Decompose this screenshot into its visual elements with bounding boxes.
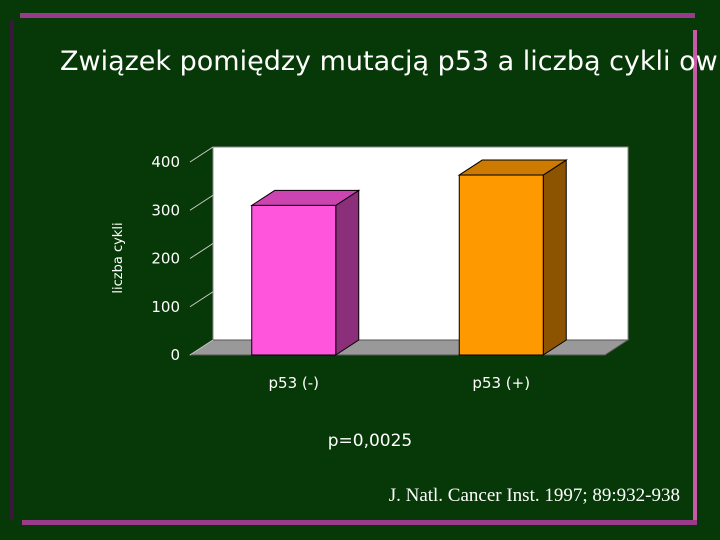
grid-line xyxy=(189,339,214,356)
y-tick-label: 300 xyxy=(151,201,180,219)
y-tick-label: 0 xyxy=(170,346,180,364)
y-tick-label: 400 xyxy=(151,153,180,171)
source: J. Natl. Cancer Inst. 1997; 89:932-938 xyxy=(389,485,680,506)
bar xyxy=(251,204,337,356)
plot: 0 100 200 300 400 p53 (-) p53 (+) xyxy=(151,146,630,392)
bar xyxy=(458,174,544,356)
grid-line xyxy=(189,194,214,211)
x-tick-label: p53 (-) xyxy=(269,374,320,392)
right-border xyxy=(693,30,697,520)
grid-line xyxy=(189,243,214,259)
x-tick-label: p53 (+) xyxy=(472,374,530,392)
grid-line xyxy=(189,146,214,163)
grid-line xyxy=(189,291,214,308)
bottom-border xyxy=(22,520,697,525)
y-tick-label: 200 xyxy=(151,250,180,268)
y-axis-label: liczba cykli xyxy=(111,222,126,293)
slide-title: Związek pomiędzy mutacją p53 a liczbą cy… xyxy=(60,46,720,77)
bar-side xyxy=(542,159,567,356)
bar-side xyxy=(335,189,360,356)
top-border xyxy=(20,13,695,18)
annotation: p=0,0025 xyxy=(328,431,413,451)
left-border xyxy=(10,20,14,520)
y-tick-label: 100 xyxy=(151,298,180,316)
